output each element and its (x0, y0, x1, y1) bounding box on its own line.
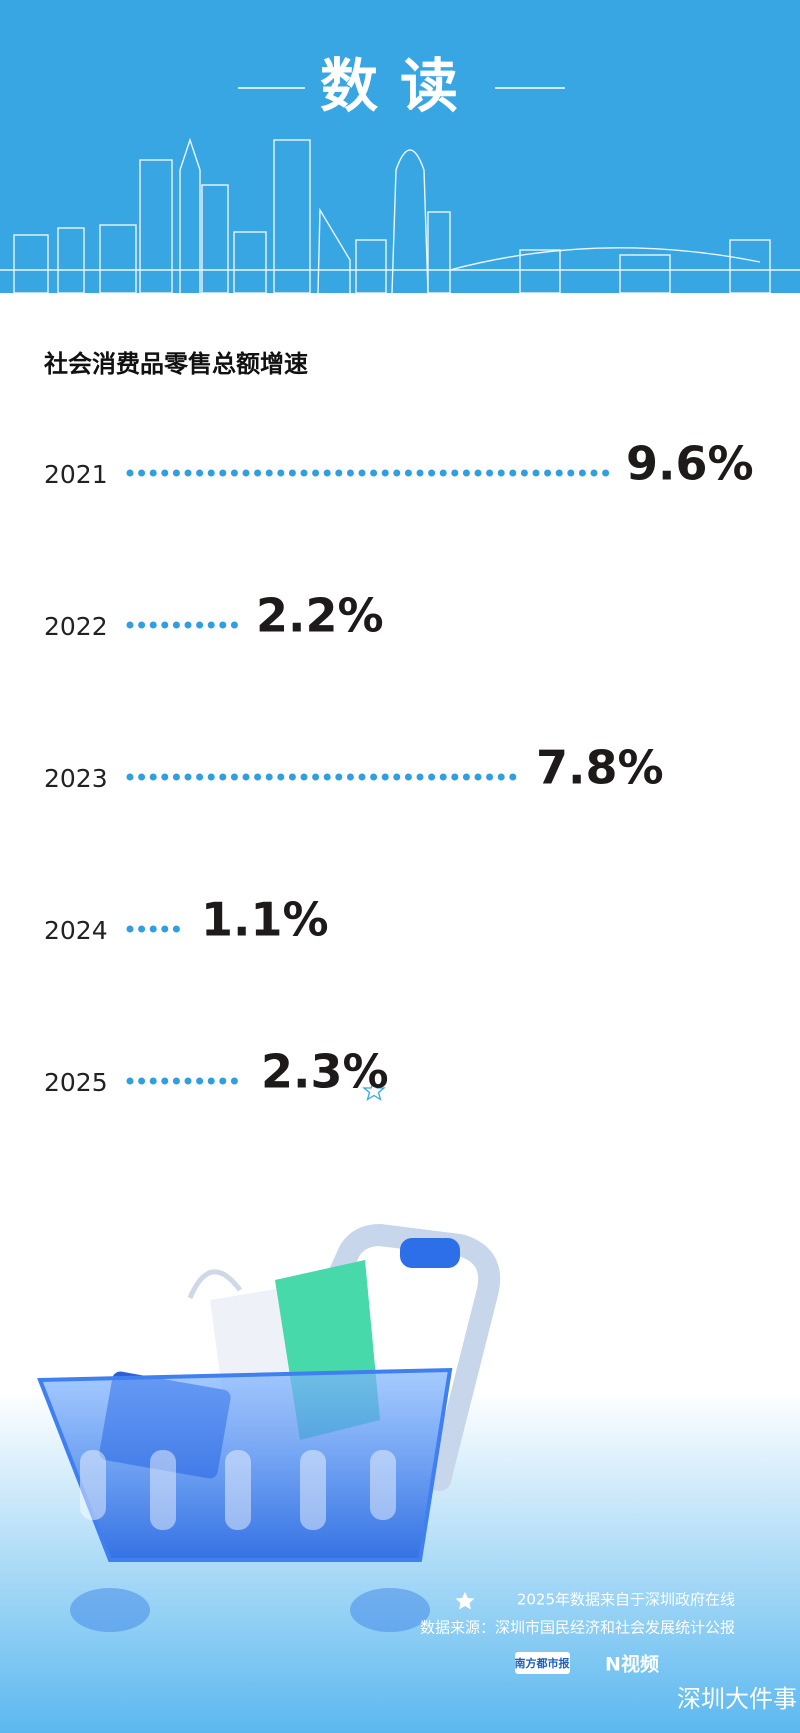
value-label: 1.1% (201, 893, 329, 947)
footnote: 2025年数据来自于深圳政府在线 (517, 1591, 735, 1609)
header-title: 数读 (320, 52, 480, 120)
y-tick-label: 2021 (44, 460, 108, 489)
value-label: 7.8% (536, 741, 664, 795)
logo: 深圳大件事 (677, 1685, 797, 1713)
star-icon (362, 1079, 386, 1101)
y-tick-label: 2024 (44, 916, 108, 945)
logo-bg (515, 1652, 570, 1674)
value-label: 9.6% (626, 437, 754, 491)
y-tick-label: 2025 (44, 1068, 108, 1097)
y-tick-label: 2022 (44, 612, 108, 641)
header-bg (0, 0, 800, 293)
skyline (0, 137, 800, 294)
star-icon (455, 1592, 475, 1610)
source-note: 数据来源：深圳市国民经济和社会发展统计公报 (420, 1619, 735, 1637)
chart-title: 社会消费品零售总额增速 (44, 350, 308, 378)
y-tick-label: 2023 (44, 764, 108, 793)
logo: N视频 (605, 1653, 659, 1676)
value-label: 2.2% (256, 589, 384, 643)
cart-illustration (37, 1223, 501, 1632)
value-label: 2.3% (261, 1045, 389, 1099)
logo: 南方都市报 (515, 1656, 571, 1670)
